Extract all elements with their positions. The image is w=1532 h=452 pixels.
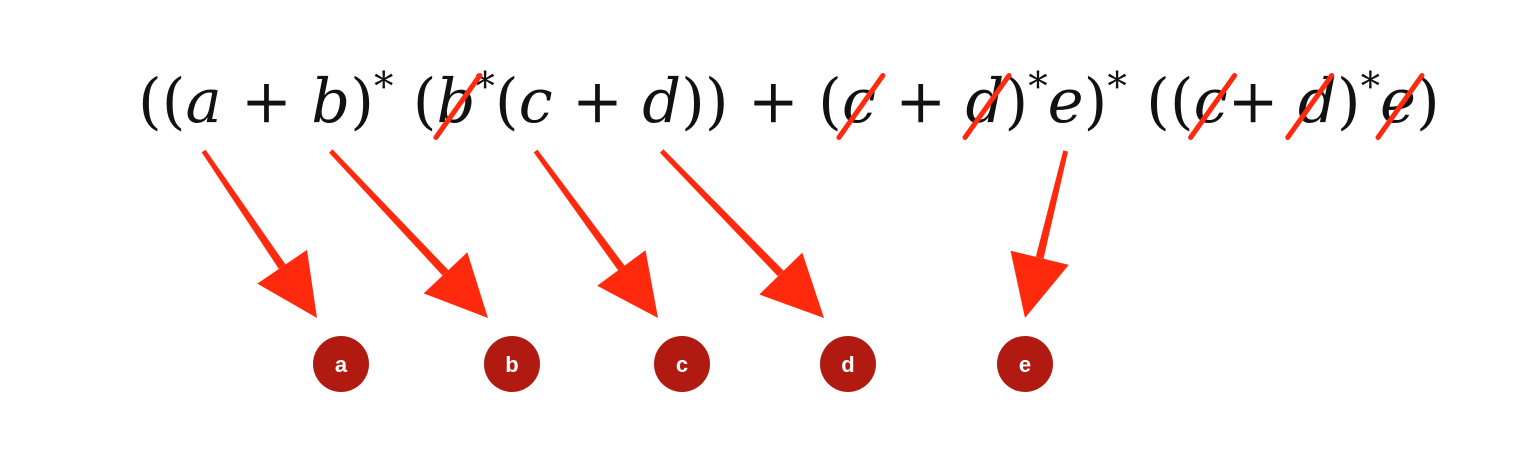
referenced-symbol: b xyxy=(311,67,350,137)
badge-label: e xyxy=(1019,352,1031,377)
formula-token: (( xyxy=(1127,67,1194,137)
badge-d: d xyxy=(820,336,876,392)
referenced-symbol: c xyxy=(519,67,553,137)
arrow-head xyxy=(423,252,488,318)
formula-token: ( xyxy=(495,67,519,137)
arrow-shaft xyxy=(660,149,784,277)
badge-label: d xyxy=(841,352,854,377)
arrow-head xyxy=(257,249,317,318)
arrow-shaft xyxy=(329,149,449,276)
badge-label: b xyxy=(505,352,518,377)
formula-token: ) xyxy=(1337,67,1361,137)
referenced-symbol: e xyxy=(1048,67,1084,137)
formula-token: + xyxy=(222,67,312,137)
arrow-head xyxy=(759,252,824,318)
formula-token: ) xyxy=(350,67,374,137)
badge-c: c xyxy=(654,336,710,392)
strike-mark xyxy=(1285,73,1335,140)
formula-token: ) xyxy=(1084,67,1108,137)
badge-circle xyxy=(313,336,369,392)
badge-a: a xyxy=(313,336,369,392)
formula-token: ) xyxy=(1416,67,1440,137)
formula-token: )) + ( xyxy=(681,67,842,137)
arrow-head xyxy=(1010,250,1069,318)
referenced-symbol: a xyxy=(185,67,221,137)
strike-mark xyxy=(1188,73,1238,140)
badge-label: a xyxy=(335,352,348,377)
formula-token: + xyxy=(876,67,966,137)
formula-token: * xyxy=(1028,65,1047,110)
formula-token: ) xyxy=(1004,67,1028,137)
badge-label: c xyxy=(676,352,688,377)
formula-token: + xyxy=(553,67,643,137)
formula-token: (( xyxy=(138,67,185,137)
badges-layer: a b c d e xyxy=(313,336,1053,392)
arrow-shaft xyxy=(533,149,625,271)
formula-token: * xyxy=(1107,65,1126,110)
formula-token: + xyxy=(1228,67,1279,137)
strikes-layer xyxy=(433,73,1425,140)
arrows-layer xyxy=(201,149,1069,318)
arrow-shaft xyxy=(201,149,286,269)
formula-token: * xyxy=(1361,65,1380,110)
arrow-shaft xyxy=(1035,150,1068,259)
badge-circle xyxy=(484,336,540,392)
strike-mark xyxy=(962,73,1012,140)
formula-token: * xyxy=(374,65,393,110)
referenced-symbol: d xyxy=(642,67,681,137)
arrow-head xyxy=(597,250,658,318)
badge-circle xyxy=(820,336,876,392)
badge-circle xyxy=(997,336,1053,392)
strike-mark xyxy=(1375,73,1425,140)
formula-token: ( xyxy=(393,67,436,137)
strike-mark xyxy=(433,73,483,140)
strike-mark xyxy=(836,73,886,140)
badge-b: b xyxy=(484,336,540,392)
formula-token: * xyxy=(475,65,494,110)
formula-expression: ((a + b)* (b*(c + d)) + (c + d)*e)* ((c+… xyxy=(138,65,1440,137)
badge-e: e xyxy=(997,336,1053,392)
badge-circle xyxy=(654,336,710,392)
